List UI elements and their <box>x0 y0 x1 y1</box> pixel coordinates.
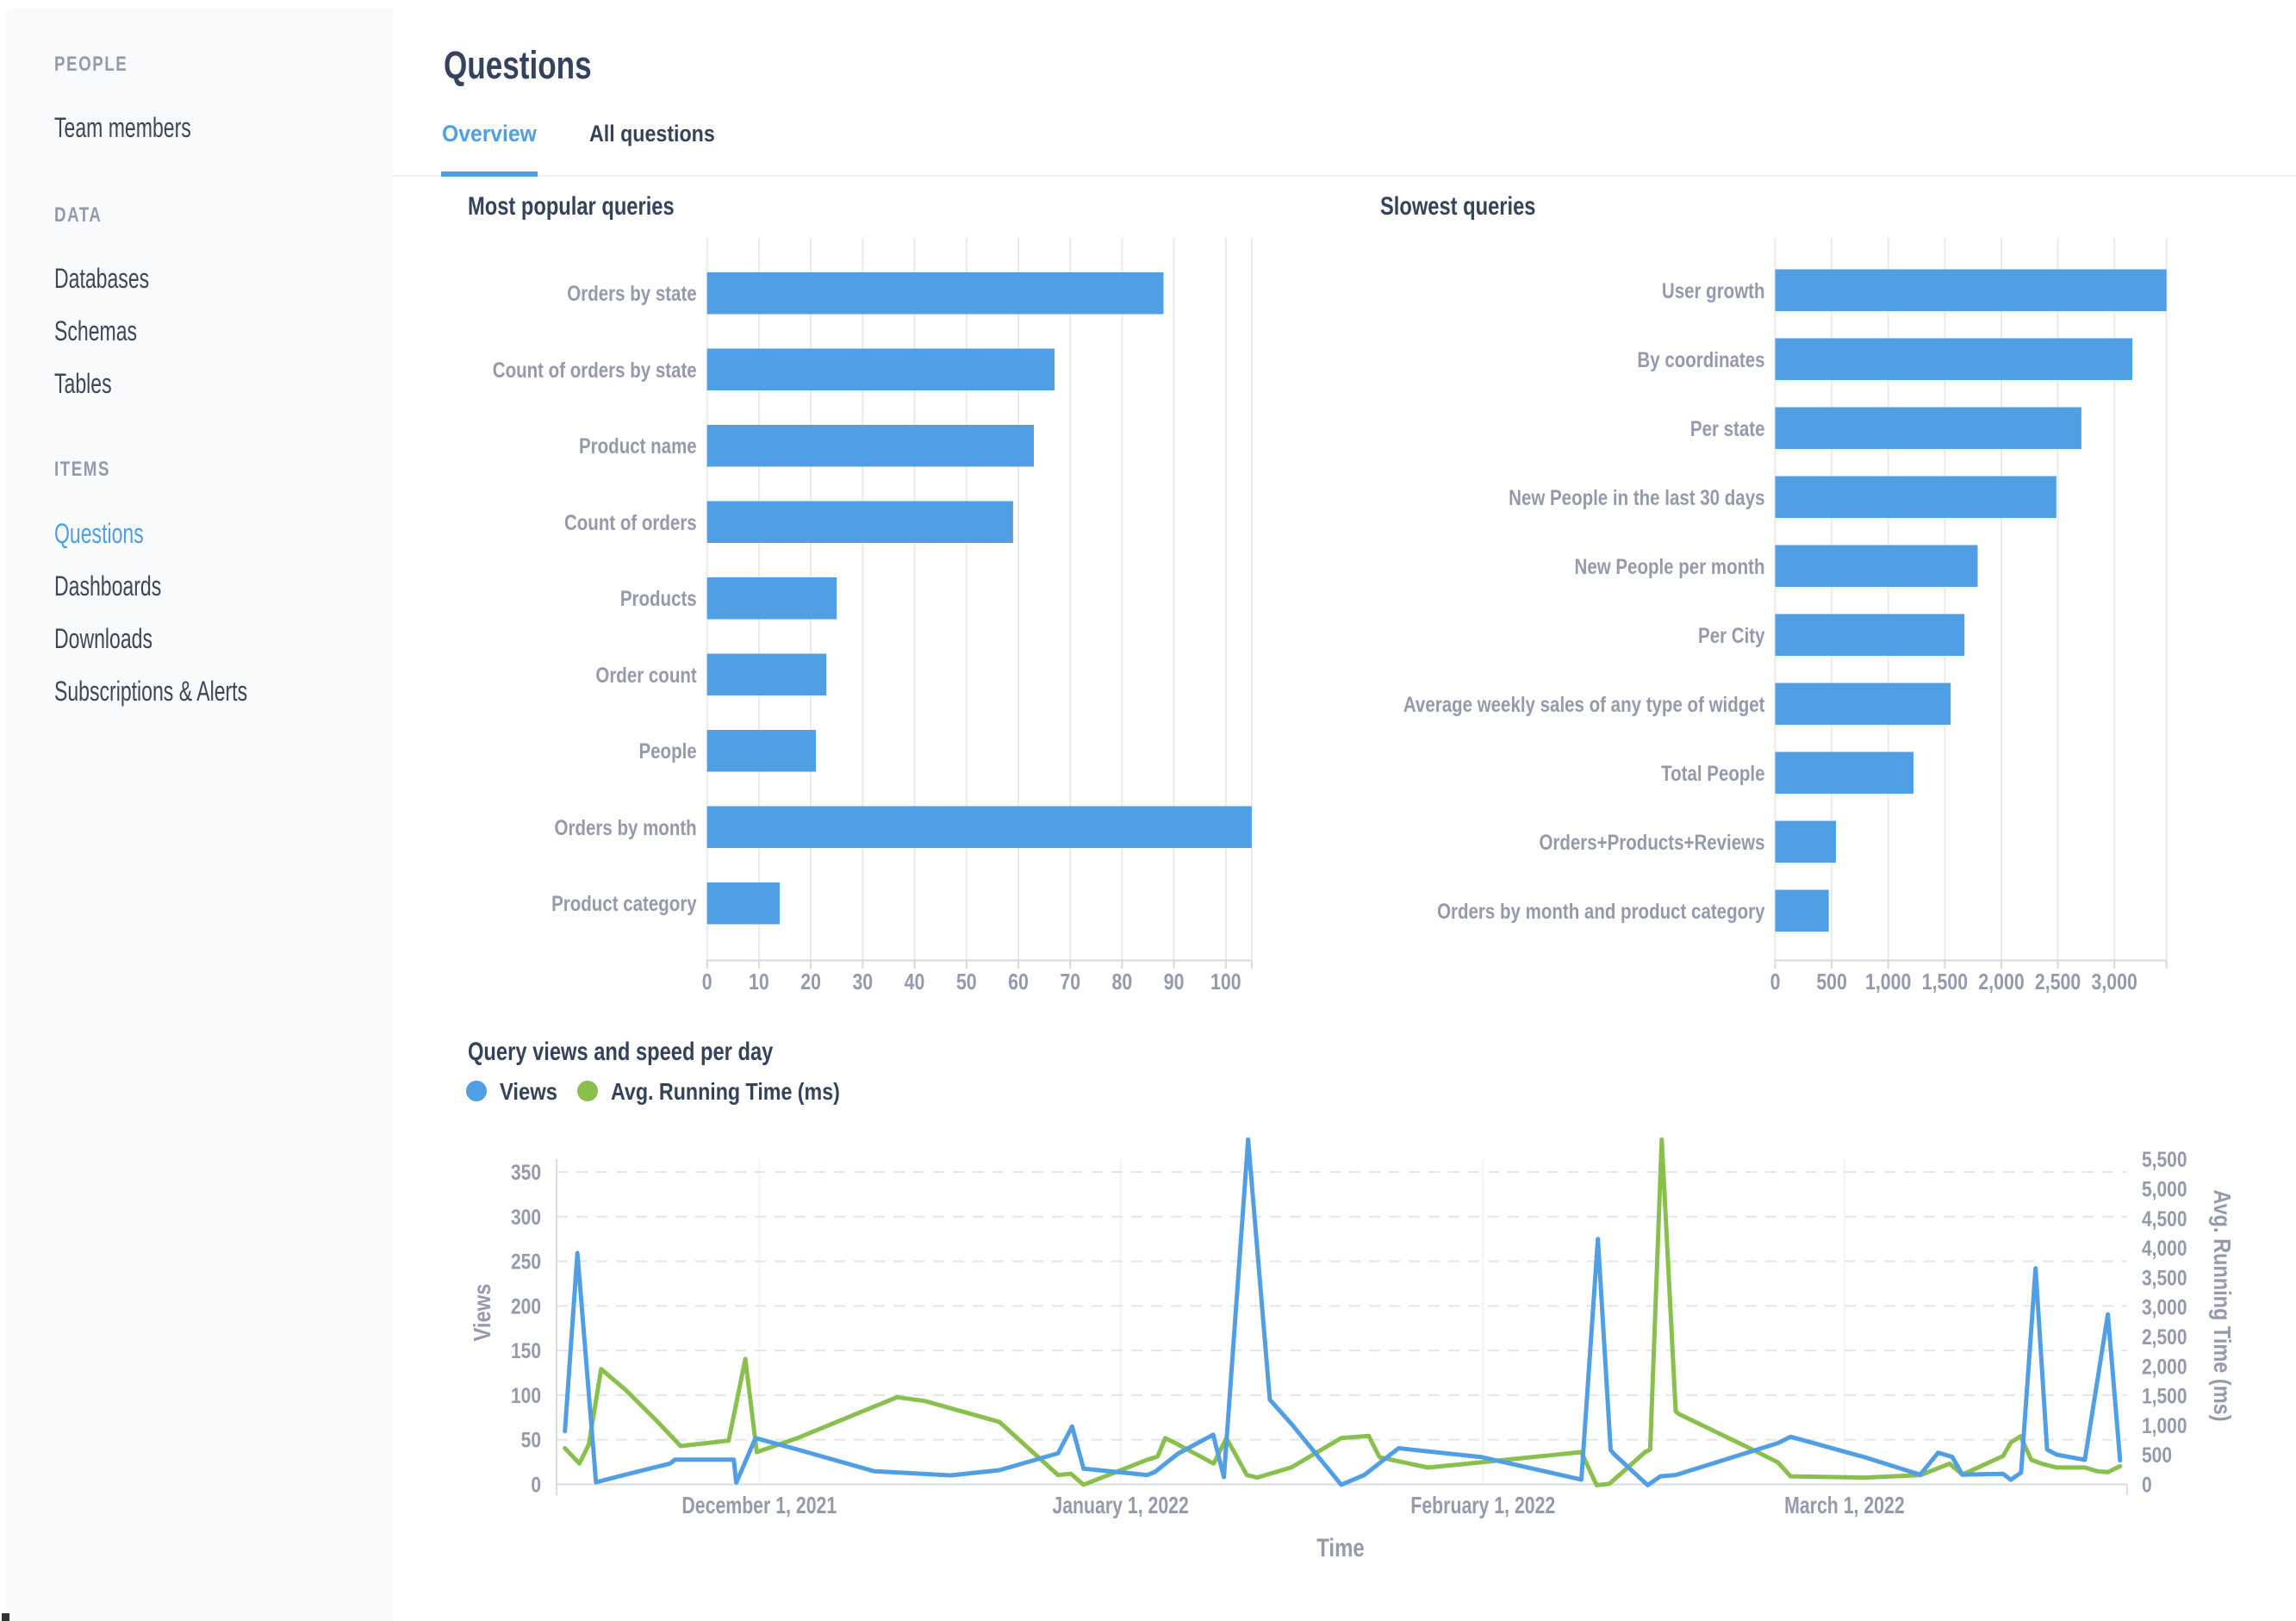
svg-text:March 1, 2022: March 1, 2022 <box>1784 1492 1905 1519</box>
svg-text:Product category: Product category <box>551 891 697 915</box>
svg-text:5,000: 5,000 <box>2142 1177 2187 1201</box>
svg-text:2,000: 2,000 <box>1978 969 2024 995</box>
svg-text:Order count: Order count <box>595 663 697 687</box>
svg-text:Count of orders by state: Count of orders by state <box>493 358 697 382</box>
svg-text:New People in the last 30 days: New People in the last 30 days <box>1509 485 1764 509</box>
svg-text:40: 40 <box>905 969 925 995</box>
svg-text:350: 350 <box>511 1160 541 1184</box>
svg-text:February 1, 2022: February 1, 2022 <box>1410 1492 1555 1519</box>
svg-text:70: 70 <box>1060 969 1080 995</box>
svg-text:January 1, 2022: January 1, 2022 <box>1052 1492 1188 1519</box>
svg-text:Avg. Running Time (ms): Avg. Running Time (ms) <box>2209 1189 2235 1421</box>
svg-text:500: 500 <box>2142 1443 2172 1467</box>
svg-text:100: 100 <box>511 1383 541 1407</box>
svg-text:90: 90 <box>1164 969 1185 995</box>
svg-text:100: 100 <box>1210 969 1241 995</box>
svg-text:10: 10 <box>749 969 769 995</box>
svg-text:Orders by month and product ca: Orders by month and product category <box>1437 899 1765 923</box>
svg-text:Per City: Per City <box>1698 623 1765 647</box>
svg-text:1,500: 1,500 <box>2142 1384 2187 1408</box>
svg-text:4,500: 4,500 <box>2142 1206 2187 1231</box>
svg-text:0: 0 <box>2142 1473 2152 1497</box>
svg-text:Time: Time <box>1316 1532 1365 1562</box>
svg-text:20: 20 <box>800 969 821 995</box>
svg-text:500: 500 <box>1816 969 1847 995</box>
svg-text:2,500: 2,500 <box>2035 969 2081 995</box>
svg-text:1,500: 1,500 <box>1922 969 1968 995</box>
svg-text:Product name: Product name <box>579 433 697 458</box>
svg-text:150: 150 <box>511 1338 541 1362</box>
svg-text:5,500: 5,500 <box>2142 1147 2187 1171</box>
svg-text:3,000: 3,000 <box>2142 1295 2187 1319</box>
svg-text:People: People <box>638 739 696 763</box>
svg-text:60: 60 <box>1008 969 1029 995</box>
svg-text:3,000: 3,000 <box>2092 969 2137 995</box>
svg-text:4,000: 4,000 <box>2142 1236 2187 1260</box>
svg-text:Orders+Products+Reviews: Orders+Products+Reviews <box>1539 830 1764 854</box>
svg-text:300: 300 <box>511 1205 541 1229</box>
svg-text:By coordinates: By coordinates <box>1637 347 1764 371</box>
svg-text:Average weekly sales of any ty: Average weekly sales of any type of widg… <box>1403 692 1765 716</box>
svg-text:30: 30 <box>852 969 873 995</box>
svg-text:80: 80 <box>1112 969 1133 995</box>
svg-text:250: 250 <box>511 1250 541 1274</box>
svg-text:Total People: Total People <box>1661 761 1764 785</box>
svg-text:1,000: 1,000 <box>1865 969 1911 995</box>
svg-text:Orders by state: Orders by state <box>567 281 696 305</box>
svg-text:Per state: Per state <box>1690 416 1765 440</box>
svg-text:50: 50 <box>521 1428 541 1452</box>
svg-text:1,000: 1,000 <box>2142 1413 2187 1437</box>
svg-text:2,500: 2,500 <box>2142 1325 2187 1349</box>
svg-text:200: 200 <box>511 1294 541 1319</box>
svg-text:50: 50 <box>956 969 977 995</box>
svg-text:Orders by month: Orders by month <box>555 815 697 839</box>
svg-text:0: 0 <box>1770 969 1781 995</box>
svg-text:New People per month: New People per month <box>1575 554 1765 578</box>
svg-text:Avg. Running Time (ms): Avg. Running Time (ms) <box>611 1079 840 1105</box>
svg-text:Products: Products <box>620 586 697 610</box>
svg-text:December 1, 2021: December 1, 2021 <box>681 1492 837 1519</box>
svg-text:0: 0 <box>702 969 712 995</box>
svg-text:3,500: 3,500 <box>2142 1266 2187 1290</box>
svg-text:Views: Views <box>468 1283 495 1341</box>
svg-text:0: 0 <box>531 1473 541 1497</box>
svg-text:Views: Views <box>500 1077 557 1105</box>
svg-text:Count of orders: Count of orders <box>564 510 697 534</box>
svg-text:User growth: User growth <box>1662 278 1765 302</box>
svg-text:2,000: 2,000 <box>2142 1355 2187 1379</box>
